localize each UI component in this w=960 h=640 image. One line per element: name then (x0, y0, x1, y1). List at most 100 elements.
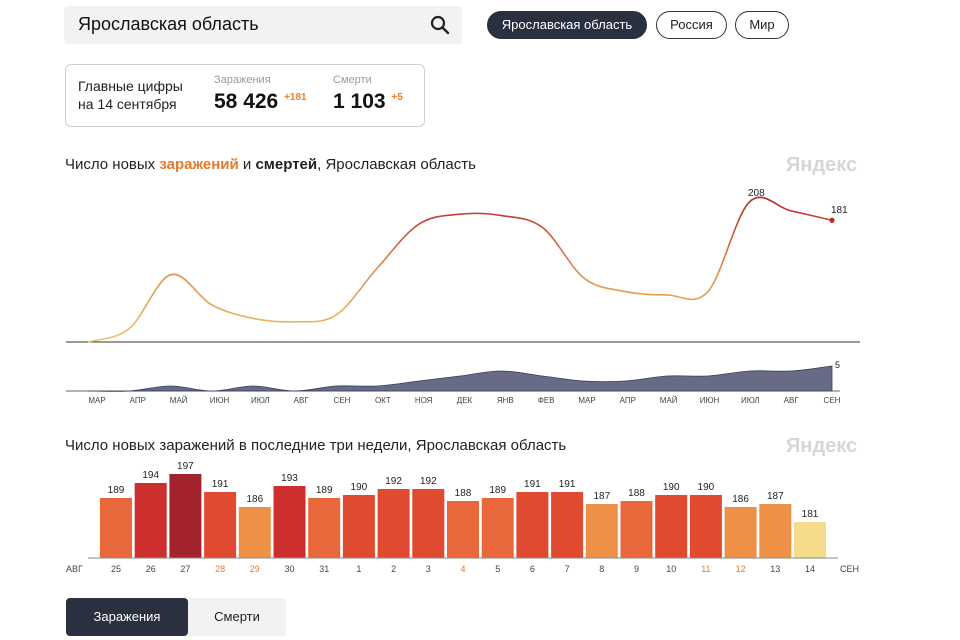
bar-value-label: 192 (420, 476, 437, 487)
bar (481, 498, 514, 558)
bar-value-label: 186 (732, 494, 749, 505)
bar (620, 501, 653, 558)
bar (551, 492, 584, 558)
deaths-label: Смерти (333, 74, 372, 86)
bar-category-label: 9 (634, 564, 639, 574)
region-search[interactable]: Ярославская область (64, 6, 462, 44)
infections-label: Заражения (214, 74, 271, 86)
bar (412, 489, 445, 558)
bar-category-label: 5 (495, 564, 500, 574)
bar-value-label: 192 (385, 476, 402, 487)
bar-value-label: 189 (316, 485, 333, 496)
bar-value-label: 190 (663, 482, 680, 493)
bar-value-label: 188 (628, 488, 645, 499)
bar-value-label: 194 (142, 470, 159, 481)
bar-category-label: 13 (770, 564, 780, 574)
last-label: 181 (831, 205, 848, 216)
bar-value-label: 190 (698, 482, 715, 493)
infections-value: 58 426 (214, 90, 279, 113)
bar-category-label: 10 (666, 564, 676, 574)
bar (134, 483, 167, 558)
bar (447, 501, 479, 558)
bar (689, 495, 722, 558)
region-button-yaroslavl[interactable]: Ярославская область (487, 11, 647, 39)
month-tick-label: АПР (130, 396, 146, 405)
bar-value-label: 193 (281, 473, 298, 484)
bar (585, 504, 618, 558)
deaths-last-label: 5 (835, 360, 840, 370)
bar-value-label: 191 (212, 479, 229, 490)
bar-category-label: 3 (426, 564, 431, 574)
month-tick-label: АВГ (294, 396, 310, 405)
bar-value-label: 197 (177, 461, 194, 472)
peak-label: 208 (748, 188, 765, 199)
bar-category-label: 6 (530, 564, 535, 574)
bar-category-label: 31 (319, 564, 329, 574)
bar-category-label: 27 (180, 564, 190, 574)
bar-value-label: 188 (455, 488, 472, 499)
tab-infections[interactable]: Заражения (66, 598, 188, 636)
deaths-stat: Смерти 1 103 +5 (333, 74, 403, 114)
bar (169, 474, 202, 558)
search-icon[interactable] (430, 15, 450, 35)
summary-card: Главные цифры на 14 сентября Заражения 5… (65, 64, 425, 127)
infections-point (829, 217, 835, 223)
bar-value-label: 191 (524, 479, 541, 490)
month-start-label: АВГ (66, 564, 83, 574)
bar (342, 495, 375, 558)
month-tick-label: МАР (578, 396, 595, 405)
bar-value-label: 189 (108, 485, 125, 496)
bar (273, 486, 306, 558)
month-tick-label: МАР (88, 396, 105, 405)
bar-value-label: 190 (351, 482, 368, 493)
search-input[interactable]: Ярославская область (78, 14, 259, 34)
bar (100, 498, 132, 558)
deaths-value: 1 103 (333, 90, 386, 113)
yandex-watermark-2: Яндекс (786, 435, 858, 457)
bar (724, 507, 757, 558)
bar (759, 504, 792, 558)
bar (516, 492, 549, 558)
month-tick-label: АВГ (784, 396, 800, 405)
tab-deaths[interactable]: Смерти (214, 609, 260, 624)
bar (204, 492, 237, 558)
month-tick-label: ОКТ (375, 396, 391, 405)
month-tick-label: ИЮЛ (741, 396, 760, 405)
bar-category-label: 25 (111, 564, 121, 574)
bar-category-label: 7 (565, 564, 570, 574)
bar (238, 507, 271, 558)
bar-category-label: 26 (146, 564, 156, 574)
month-tick-label: ФЕВ (538, 396, 555, 405)
bar (655, 495, 688, 558)
month-tick-label: МАЙ (170, 396, 188, 405)
bar-category-label: 8 (599, 564, 604, 574)
bar-category-label: 14 (805, 564, 815, 574)
region-button-russia[interactable]: Россия (656, 11, 727, 39)
month-tick-label: ИЮН (210, 396, 230, 405)
month-tick-label: СЕН (334, 396, 351, 405)
bar (794, 522, 826, 558)
bar-category-label: 30 (284, 564, 294, 574)
month-tick-label: ДЕК (457, 396, 473, 405)
bar-category-label: 2 (391, 564, 396, 574)
bar-value-label: 186 (246, 494, 263, 505)
infections-delta: +181 (284, 92, 307, 103)
region-button-world[interactable]: Мир (735, 11, 789, 39)
bar-value-label: 189 (489, 485, 506, 496)
yandex-watermark: Яндекс (786, 154, 858, 176)
summary-label: Главные цифры на 14 сентября (78, 78, 183, 112)
chart1-title: Число новых заражений и смертей, Ярослав… (65, 156, 476, 173)
month-tick-label: НОЯ (415, 396, 433, 405)
deaths-area (87, 365, 833, 392)
month-end-label: СЕН (840, 564, 859, 574)
chart2-title: Число новых заражений в последние три не… (65, 437, 567, 454)
bar-category-label: 4 (460, 564, 465, 574)
deaths-delta: +5 (391, 92, 403, 103)
month-tick-label: ИЮЛ (251, 396, 270, 405)
bar-value-label: 191 (559, 479, 576, 490)
month-tick-label: МАЙ (660, 396, 678, 405)
infections-line (87, 196, 833, 343)
bar (308, 498, 341, 558)
bar-category-label: 11 (701, 564, 710, 574)
infections-stat: Заражения 58 426 +181 (214, 74, 307, 114)
